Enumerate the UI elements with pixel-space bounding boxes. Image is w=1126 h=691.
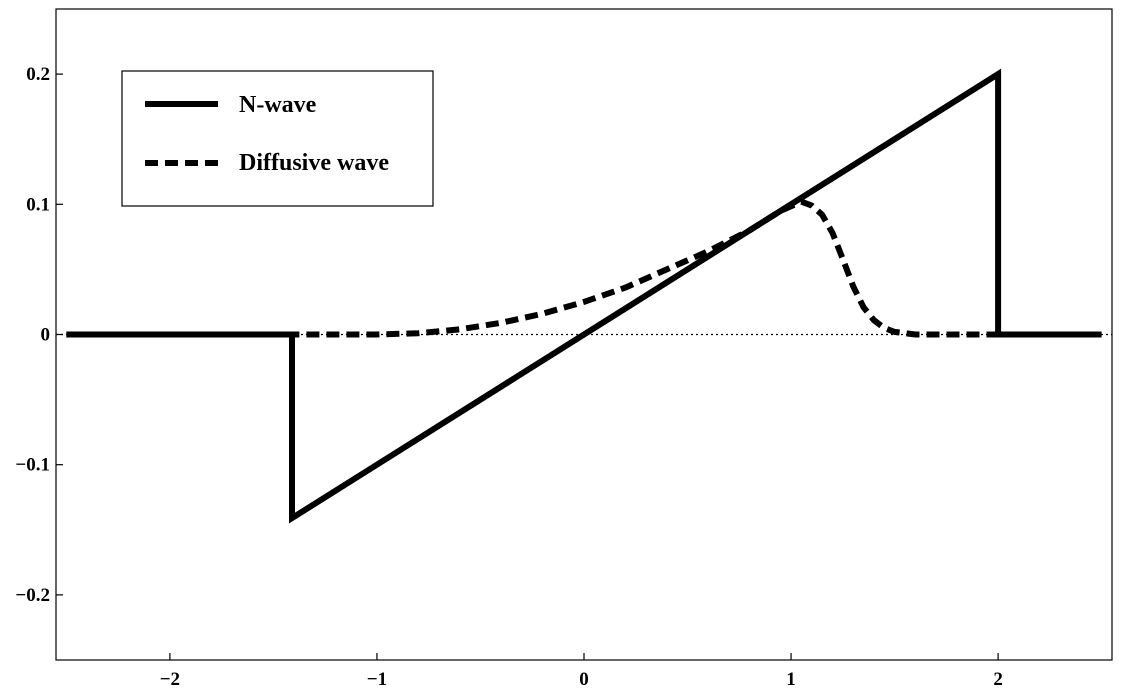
legend: N-wave Diffusive wave <box>121 70 434 207</box>
x-tick-label: 0 <box>579 669 589 690</box>
series-line-diffusive-wave <box>66 198 1102 338</box>
x-tick-label: −1 <box>367 669 387 690</box>
y-tick-label: 0 <box>41 325 51 346</box>
legend-box <box>121 70 434 207</box>
x-tick-label: −2 <box>160 669 180 690</box>
y-axis: 0.2 0.1 0 −0.1 −0.2 <box>15 64 63 606</box>
x-tick-label: 2 <box>993 669 1003 690</box>
x-tick-label: 1 <box>786 669 796 690</box>
legend-label-diffusive-wave: Diffusive wave <box>239 150 389 176</box>
x-axis: −2 −1 0 1 2 <box>160 653 1003 690</box>
legend-label-n-wave: N-wave <box>239 92 317 118</box>
y-tick-label: −0.1 <box>15 455 50 476</box>
y-tick-label: 0.2 <box>26 64 50 85</box>
y-tick-label: −0.2 <box>15 585 50 606</box>
series-layer <box>66 68 1102 524</box>
y-tick-label: 0.1 <box>26 194 50 215</box>
